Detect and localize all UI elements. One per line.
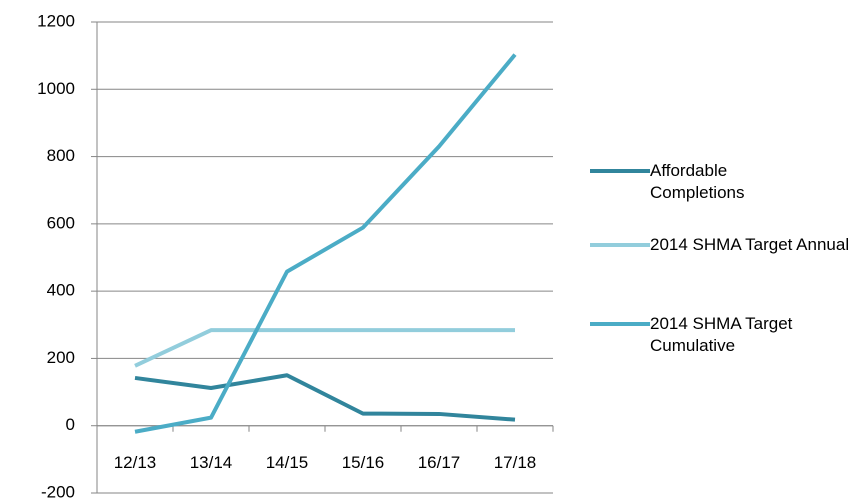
- legend-label: Affordable Completions: [650, 161, 745, 202]
- legend-label: 2014 SHMA Target Cumulative: [650, 314, 793, 355]
- y-tick-label: 1200: [37, 11, 75, 30]
- y-tick-label: -200: [41, 482, 75, 501]
- x-tick-label: 16/17: [418, 453, 461, 472]
- y-tick-label: 800: [47, 146, 75, 165]
- y-tick-label: 1000: [37, 79, 75, 98]
- series-line: [134, 373, 516, 422]
- y-tick-label: 0: [66, 415, 75, 434]
- x-tick-label: 13/14: [190, 453, 233, 472]
- y-tick-label: 200: [47, 348, 75, 367]
- y-tick-label: 400: [47, 281, 75, 300]
- x-tick-label: 17/18: [494, 453, 537, 472]
- x-tick-label: 15/16: [342, 453, 385, 472]
- x-tick-label: 14/15: [266, 453, 309, 472]
- legend-label: 2014 SHMA Target Annual: [650, 235, 850, 254]
- series-line: [134, 53, 517, 434]
- y-tick-label: 600: [47, 213, 75, 232]
- x-tick-label: 12/13: [114, 453, 157, 472]
- series-line: [134, 328, 515, 368]
